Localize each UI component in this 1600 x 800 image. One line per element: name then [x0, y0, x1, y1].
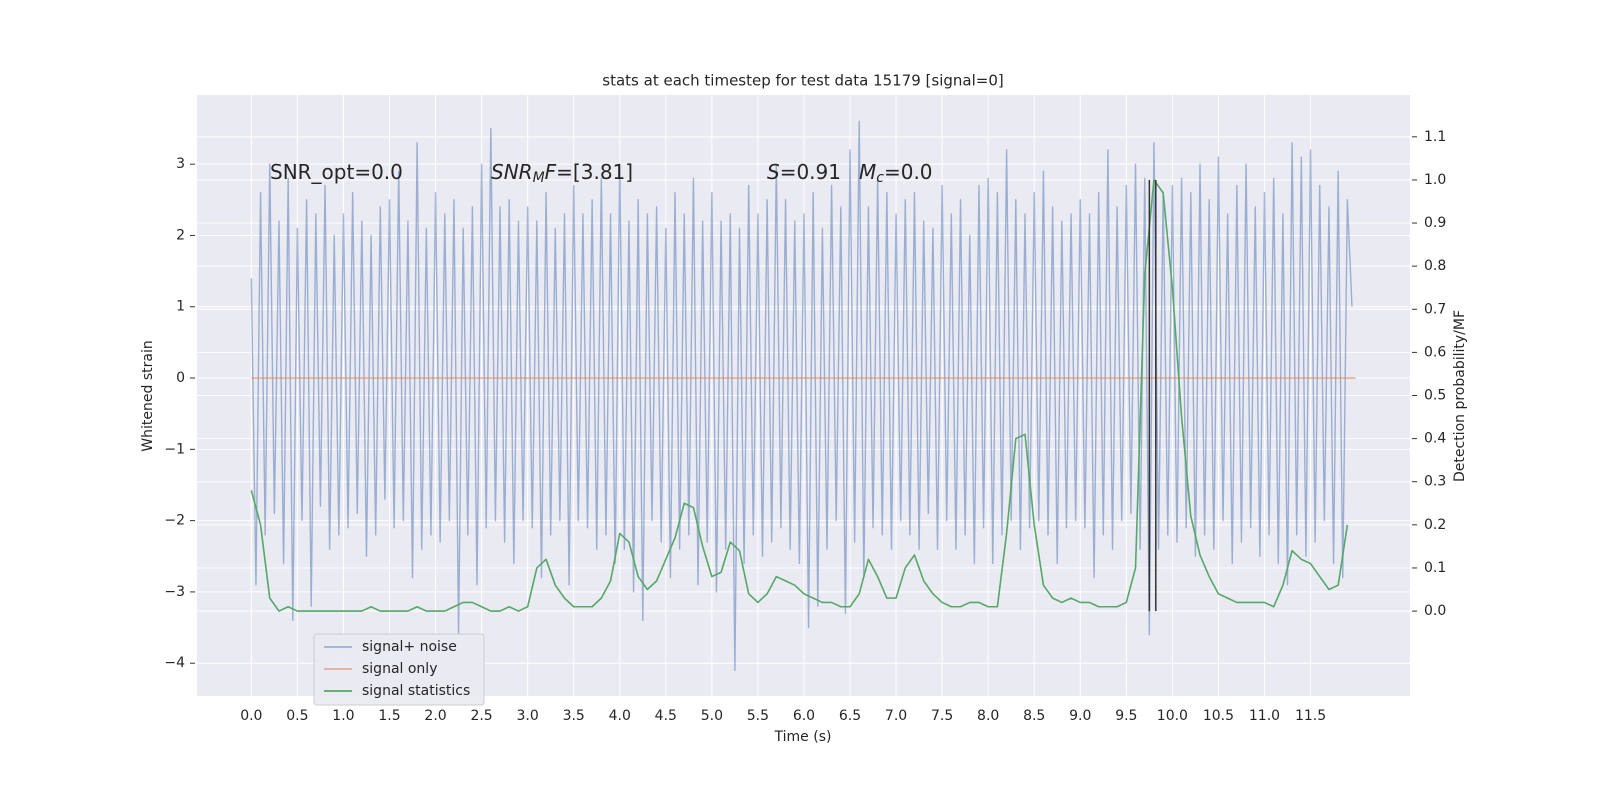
annotation: Mc=0.0 [859, 160, 933, 187]
y2-tick-label: 0.5 [1424, 388, 1446, 404]
x-tick-label: 9.5 [1115, 708, 1137, 724]
y-axis-label: Whitened strain [140, 340, 156, 451]
y-tick-label: −4 [164, 655, 185, 671]
x-tick-label: 1.5 [378, 708, 400, 724]
x-tick-label: 7.0 [885, 708, 907, 724]
annotation-part: S [767, 160, 780, 184]
y-tick-label: 0 [176, 370, 185, 386]
annotation-part: M [859, 160, 876, 184]
x-tick-label: 3.5 [563, 708, 585, 724]
annotation-part: F [545, 160, 557, 184]
x-tick-label: 0.0 [240, 708, 262, 724]
y2-tick-label: 1.1 [1424, 129, 1446, 145]
y2-tick-label: 0.6 [1424, 344, 1446, 360]
annotation-part: =[3.81] [556, 160, 633, 184]
series-line [250, 120, 1353, 672]
x-tick-label: 3.0 [517, 708, 539, 724]
x-tick-label: 5.5 [747, 708, 769, 724]
legend-box [313, 633, 485, 706]
y2-tick-label: 0.1 [1424, 560, 1446, 576]
y2-axis-label: Detection probability/MF [1452, 310, 1468, 482]
chart-title: stats at each timestep for test data 151… [602, 72, 1003, 90]
x-tick-label: 10.0 [1157, 708, 1188, 724]
y-tick-label: −2 [164, 513, 185, 529]
y-tick-label: 1 [176, 299, 185, 315]
x-tick-label: 0.5 [286, 708, 308, 724]
x-tick-label: 2.5 [470, 708, 492, 724]
annotation: S=0.91 [767, 160, 841, 184]
y2-tick-label: 0.9 [1424, 215, 1446, 231]
x-tick-label: 4.5 [655, 708, 677, 724]
annotation-part: =0.91 [780, 160, 841, 184]
y2-tick-label: 0.3 [1424, 474, 1446, 490]
y2-tick-label: 0.4 [1424, 431, 1446, 447]
y2-tick-label: 0.7 [1424, 301, 1446, 317]
x-tick-label: 4.0 [609, 708, 631, 724]
x-axis-label: Time (s) [774, 729, 832, 745]
series-line [250, 179, 1349, 612]
x-tick-label: 5.0 [701, 708, 723, 724]
annotation-part: M [533, 170, 545, 186]
x-tick-label: 11.0 [1249, 708, 1280, 724]
legend-label: signal only [362, 661, 437, 677]
annotation-part: SNR [491, 160, 533, 184]
x-tick-label: 8.5 [1023, 708, 1045, 724]
x-tick-label: 11.5 [1295, 708, 1326, 724]
x-tick-label: 7.5 [931, 708, 953, 724]
x-tick-label: 1.0 [332, 708, 354, 724]
annotation-part: =0.0 [884, 160, 933, 184]
y2-tick-label: 1.0 [1424, 172, 1446, 188]
y-tick-label: −1 [164, 441, 185, 457]
annotation-part: c [876, 170, 884, 186]
annotation: SNR_opt=0.0 [270, 160, 403, 184]
x-tick-label: 2.0 [424, 708, 446, 724]
y2-tick-label: 0.0 [1424, 603, 1446, 619]
y2-tick-label: 0.8 [1424, 258, 1446, 274]
annotation: SNRMF=[3.81] [491, 160, 633, 187]
x-tick-label: 10.5 [1203, 708, 1234, 724]
annotation-part: SNR_opt=0.0 [270, 160, 403, 184]
y-tick-label: −3 [164, 584, 185, 600]
x-tick-label: 6.0 [793, 708, 815, 724]
y2-tick-label: 0.2 [1424, 517, 1446, 533]
x-tick-label: 6.5 [839, 708, 861, 724]
y-tick-label: 3 [176, 156, 185, 172]
x-tick-label: 9.0 [1069, 708, 1091, 724]
legend-label: signal statistics [362, 683, 470, 699]
y-tick-label: 2 [176, 227, 185, 243]
legend-label: signal+ noise [362, 639, 457, 655]
x-tick-label: 8.0 [977, 708, 999, 724]
